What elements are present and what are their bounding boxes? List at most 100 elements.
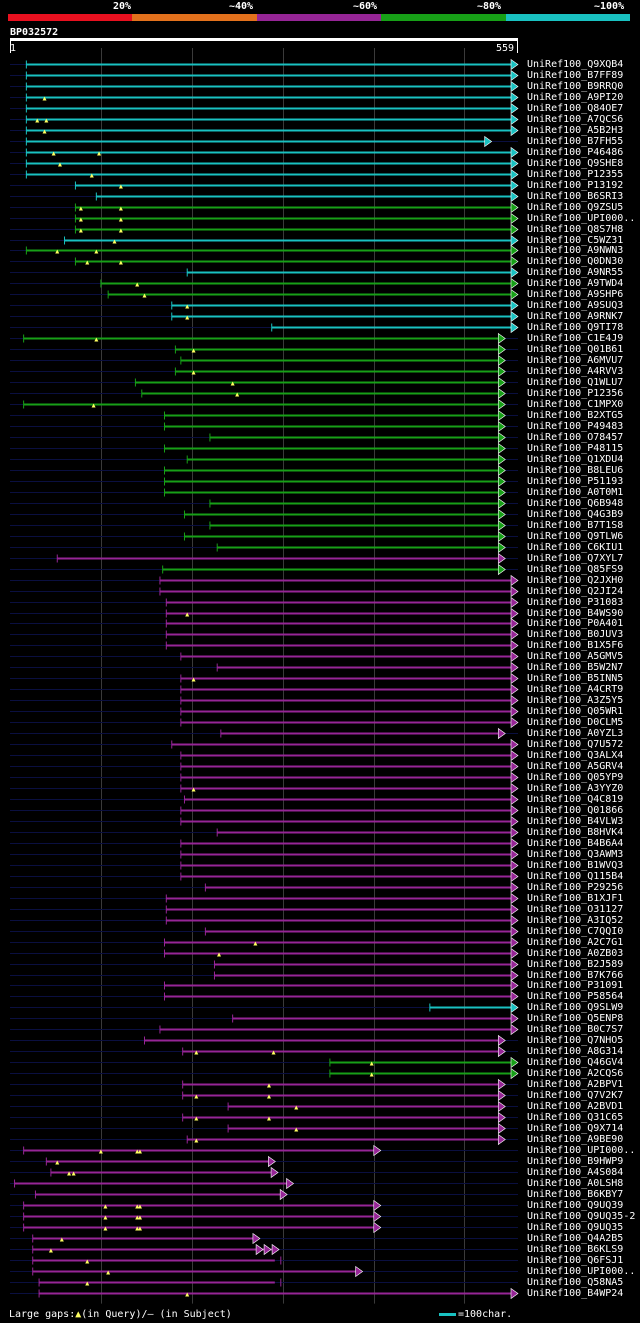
hit-label[interactable]: UniRef100_Q4A2B5: [527, 1232, 624, 1244]
hit-label[interactable]: UniRef100_C1MPX0: [527, 398, 624, 410]
hit-label[interactable]: UniRef100_Q6B948: [527, 497, 624, 509]
hit-label[interactable]: UniRef100_UPI000..: [527, 1144, 636, 1156]
hit-label[interactable]: UniRef100_A3YYZ0: [527, 782, 624, 794]
hit-label[interactable]: UniRef100_UPI000..: [527, 212, 636, 224]
hit-label[interactable]: UniRef100_A3IQ52: [527, 914, 624, 926]
hit-label[interactable]: UniRef100_P49483: [527, 420, 624, 432]
hit-label[interactable]: UniRef100_Q115B4: [527, 870, 624, 882]
hit-label[interactable]: UniRef100_Q01B61: [527, 343, 624, 355]
hit-label[interactable]: UniRef100_A9PI20: [527, 91, 624, 103]
hit-label[interactable]: UniRef100_O78457: [527, 431, 624, 443]
hit-label[interactable]: UniRef100_Q7NHO5: [527, 1034, 624, 1046]
hit-label[interactable]: UniRef100_Q9UQ35-2: [527, 1210, 636, 1222]
hit-label[interactable]: UniRef100_B7K766: [527, 969, 624, 981]
hit-label[interactable]: UniRef100_P0A401: [527, 617, 624, 629]
hit-label[interactable]: UniRef100_A9SHP6: [527, 288, 624, 300]
hit-label[interactable]: UniRef100_B9RRQ0: [527, 80, 624, 92]
hit-label[interactable]: UniRef100_Q31C65: [527, 1111, 624, 1123]
hit-label[interactable]: UniRef100_A8G314: [527, 1045, 624, 1057]
hit-label[interactable]: UniRef100_B6KBY7: [527, 1188, 624, 1200]
hit-label[interactable]: UniRef100_Q05YP9: [527, 771, 624, 783]
hit-label[interactable]: UniRef100_Q3AWM3: [527, 848, 624, 860]
hit-label[interactable]: UniRef100_Q9TLW6: [527, 530, 624, 542]
hit-label[interactable]: UniRef100_B6KLS9: [527, 1243, 624, 1255]
hit-label[interactable]: UniRef100_B4WP24: [527, 1287, 624, 1299]
hit-label[interactable]: UniRef100_P31083: [527, 596, 624, 608]
hit-label[interactable]: UniRef100_Q9X714: [527, 1122, 624, 1134]
hit-label[interactable]: UniRef100_B5INN5: [527, 672, 624, 684]
hit-label[interactable]: UniRef100_B2XTG5: [527, 409, 624, 421]
hit-label[interactable]: UniRef100_Q9TI78: [527, 321, 624, 333]
hit-label[interactable]: UniRef100_B1WVQ3: [527, 859, 624, 871]
hit-label[interactable]: UniRef100_Q9ZSU5: [527, 201, 624, 213]
hit-label[interactable]: UniRef100_Q1WLU7: [527, 376, 624, 388]
hit-label[interactable]: UniRef100_A3Z5Y5: [527, 694, 624, 706]
hit-label[interactable]: UniRef100_P12356: [527, 387, 624, 399]
hit-label[interactable]: UniRef100_Q85FS9: [527, 563, 624, 575]
hit-label[interactable]: UniRef100_A2BVD1: [527, 1100, 624, 1112]
hit-label[interactable]: UniRef100_Q7V2K7: [527, 1089, 624, 1101]
hit-label[interactable]: UniRef100_A6MVU7: [527, 354, 624, 366]
hit-label[interactable]: UniRef100_A9SUQ3: [527, 299, 624, 311]
hit-label[interactable]: UniRef100_P51193: [527, 475, 624, 487]
hit-label[interactable]: UniRef100_Q4G3B9: [527, 508, 624, 520]
hit-label[interactable]: UniRef100_A0ZB03: [527, 947, 624, 959]
hit-label[interactable]: UniRef100_A0T0M1: [527, 486, 624, 498]
hit-label[interactable]: UniRef100_A9NWN3: [527, 244, 624, 256]
hit-label[interactable]: UniRef100_Q9XQB4: [527, 58, 624, 70]
hit-label[interactable]: UniRef100_A2CQS6: [527, 1067, 624, 1079]
hit-label[interactable]: UniRef100_Q9UQ35: [527, 1221, 624, 1233]
hit-label[interactable]: UniRef100_P13192: [527, 179, 624, 191]
hit-label[interactable]: UniRef100_B0C7S7: [527, 1023, 624, 1035]
hit-label[interactable]: UniRef100_A9TWD4: [527, 277, 624, 289]
hit-label[interactable]: UniRef100_B1XJF1: [527, 892, 624, 904]
hit-label[interactable]: UniRef100_P29256: [527, 881, 624, 893]
hit-label[interactable]: UniRef100_B7FF89: [527, 69, 624, 81]
hit-label[interactable]: UniRef100_B4WS90: [527, 607, 624, 619]
hit-label[interactable]: UniRef100_Q2JXH0: [527, 574, 624, 586]
hit-label[interactable]: UniRef100_P31091: [527, 979, 624, 991]
hit-label[interactable]: UniRef100_Q9SLW9: [527, 1001, 624, 1013]
hit-label[interactable]: UniRef100_A9BE90: [527, 1133, 624, 1145]
hit-label[interactable]: UniRef100_A4S084: [527, 1166, 624, 1178]
hit-label[interactable]: UniRef100_B7T1S8: [527, 519, 624, 531]
hit-label[interactable]: UniRef100_A0LSH8: [527, 1177, 624, 1189]
hit-label[interactable]: UniRef100_A2C7G1: [527, 936, 624, 948]
hit-label[interactable]: UniRef100_B8LEU6: [527, 464, 624, 476]
hit-label[interactable]: UniRef100_B8HVK4: [527, 826, 624, 838]
hit-label[interactable]: UniRef100_B6SRI3: [527, 190, 624, 202]
hit-label[interactable]: UniRef100_P12355: [527, 168, 624, 180]
hit-label[interactable]: UniRef100_B0JUV3: [527, 628, 624, 640]
hit-label[interactable]: UniRef100_C7QQI0: [527, 925, 624, 937]
hit-label[interactable]: UniRef100_B5W2N7: [527, 661, 624, 673]
hit-label[interactable]: UniRef100_B1X5F6: [527, 639, 624, 651]
hit-label[interactable]: UniRef100_UPI000..: [527, 1265, 636, 1277]
hit-label[interactable]: UniRef100_O31127: [527, 903, 624, 915]
hit-label[interactable]: UniRef100_Q0DN30: [527, 255, 624, 267]
hit-label[interactable]: UniRef100_B4VLW3: [527, 815, 624, 827]
hit-label[interactable]: UniRef100_Q58NA5: [527, 1276, 624, 1288]
hit-label[interactable]: UniRef100_B7FH55: [527, 135, 624, 147]
hit-label[interactable]: UniRef100_Q9UQ39: [527, 1199, 624, 1211]
hit-label[interactable]: UniRef100_B9HWP9: [527, 1155, 624, 1167]
hit-label[interactable]: UniRef100_Q6FSJ1: [527, 1254, 624, 1266]
hit-label[interactable]: UniRef100_Q4C819: [527, 793, 624, 805]
hit-label[interactable]: UniRef100_Q84OE7: [527, 102, 624, 114]
hit-label[interactable]: UniRef100_Q7XYL7: [527, 552, 624, 564]
hit-label[interactable]: UniRef100_Q46GV4: [527, 1056, 624, 1068]
hit-label[interactable]: UniRef100_A7QCS6: [527, 113, 624, 125]
hit-label[interactable]: UniRef100_A9NR55: [527, 266, 624, 278]
hit-label[interactable]: UniRef100_B4B6A4: [527, 837, 624, 849]
hit-label[interactable]: UniRef100_A5B2H3: [527, 124, 624, 136]
hit-label[interactable]: UniRef100_P46486: [527, 146, 624, 158]
hit-label[interactable]: UniRef100_Q2JI24: [527, 585, 624, 597]
hit-label[interactable]: UniRef100_C1E4J9: [527, 332, 624, 344]
hit-label[interactable]: UniRef100_Q8S7H8: [527, 223, 624, 235]
hit-label[interactable]: UniRef100_Q1XDU4: [527, 453, 624, 465]
hit-label[interactable]: UniRef100_Q5ENP8: [527, 1012, 624, 1024]
hit-label[interactable]: UniRef100_A2BPV1: [527, 1078, 624, 1090]
hit-label[interactable]: UniRef100_A4RVV3: [527, 365, 624, 377]
hit-label[interactable]: UniRef100_A9RNK7: [527, 310, 624, 322]
hit-label[interactable]: UniRef100_Q7U572: [527, 738, 624, 750]
hit-label[interactable]: UniRef100_P58564: [527, 990, 624, 1002]
